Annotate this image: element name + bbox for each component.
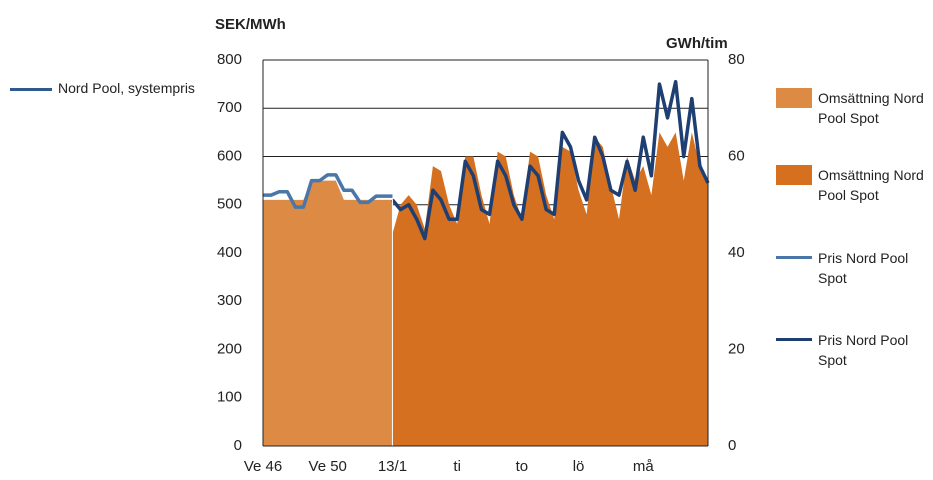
legend-label: Nord Pool, systempris	[58, 80, 195, 96]
legend-item: Omsättning Nord Pool Spot	[776, 88, 933, 128]
y-tick-label: 500	[217, 196, 242, 213]
legend-swatch	[776, 88, 812, 108]
y-tick-label: 400	[217, 244, 242, 261]
legend-swatch	[776, 165, 812, 185]
legend-item: Omsättning Nord Pool Spot	[776, 165, 933, 205]
area	[392, 132, 708, 446]
legend-label: Pris Nord Pool Spot	[818, 332, 909, 368]
legend-swatch	[776, 256, 812, 259]
y2-tick-label: 60	[728, 147, 745, 164]
y-tick-label: 800	[217, 51, 242, 68]
y2-tick-label: 20	[728, 340, 745, 357]
y2-axis-label: GWh/tim	[666, 35, 728, 52]
legend-label: Omsättning Nord Pool Spot	[818, 90, 924, 126]
line	[391, 79, 710, 241]
y2-tick-label: 40	[728, 244, 745, 261]
x-tick-label: Ve 46	[244, 458, 282, 475]
y-tick-label: 300	[217, 292, 242, 309]
legend-label: Pris Nord Pool Spot	[818, 250, 909, 286]
area	[263, 180, 393, 446]
y-tick-label: 700	[217, 99, 242, 116]
y-tick-label: 600	[217, 147, 242, 164]
x-tick-label: to	[516, 458, 529, 475]
x-tick-label: lö	[573, 458, 585, 475]
x-tick-label: 13/1	[378, 458, 407, 475]
legend-swatch	[10, 88, 52, 91]
legend-label: Omsättning Nord Pool Spot	[818, 167, 924, 203]
x-tick-label: Ve 50	[309, 458, 347, 475]
legend-item: Nord Pool, systempris	[10, 78, 258, 98]
y-tick-label: 0	[234, 437, 242, 454]
x-tick-label: må	[633, 458, 654, 475]
line	[263, 173, 393, 209]
legend-item: Pris Nord Pool Spot	[776, 330, 933, 370]
y-tick-label: 100	[217, 389, 242, 406]
x-tick-label: ti	[453, 458, 461, 475]
legend-item: Pris Nord Pool Spot	[776, 248, 933, 288]
y2-tick-label: 80	[728, 51, 745, 68]
y-axis-label: SEK/MWh	[215, 16, 286, 33]
lines	[263, 79, 710, 446]
y-tick-label: 200	[217, 340, 242, 357]
areas	[263, 132, 708, 446]
legend-swatch	[776, 338, 812, 341]
y2-tick-label: 0	[728, 437, 736, 454]
